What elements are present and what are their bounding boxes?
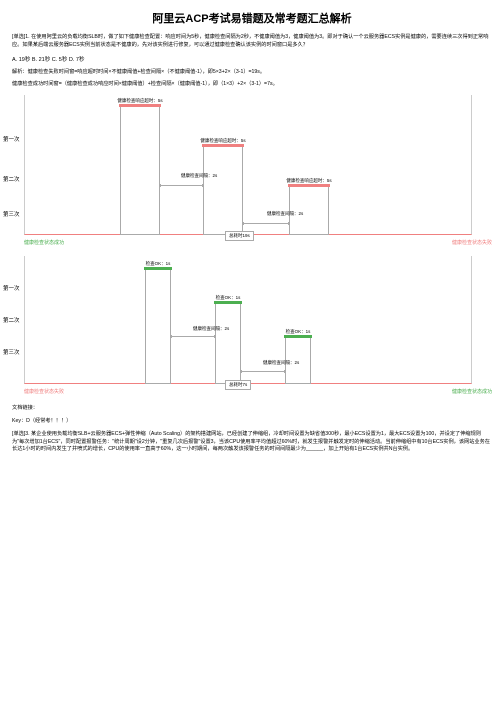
chart1-footer: 健康检查状态成功 健康检查状态失败	[24, 239, 492, 246]
bar-cap	[284, 335, 312, 338]
bar-cap	[144, 267, 172, 270]
chart2-right-label: 健康检查状态成功	[452, 388, 492, 395]
interval-line	[160, 185, 203, 186]
chart-failure-window: 第一次第二次第三次健康检查响应超时：5s健康检查响应超时：5s健康检查间隔：2s…	[24, 95, 472, 235]
question-1: [单选]1. 在使用阿里云的负载均衡SLB时，做了如下健康检查配置：响应时间为5…	[12, 34, 492, 50]
page-title: 阿里云ACP考试易错题及常考题汇总解析	[12, 10, 492, 26]
doc-link-label: 文档链接：	[12, 405, 492, 413]
bar: 健康检查响应超时：5s	[203, 145, 243, 235]
options-1: A. 19秒 B. 21秒 C. 5秒 D. 7秒	[12, 55, 492, 63]
interval-label: 健康检查间隔：2s	[193, 326, 229, 332]
bar-cap	[288, 184, 330, 187]
interval-label: 健康检查间隔：2s	[181, 173, 217, 179]
bar-top-label: 检查OK：1s	[216, 295, 241, 301]
row-label: 第二次	[3, 316, 20, 324]
interval-line	[171, 336, 215, 337]
bar-top-label: 检查OK：1s	[146, 261, 171, 267]
analysis-label: 解析：	[12, 69, 28, 75]
total-label: 总耗时19s	[225, 231, 254, 241]
bar-cap	[214, 301, 242, 304]
bar-top-label: 检查OK：1s	[286, 329, 311, 335]
question-2: [单选]3. 某企业使用负载均衡SLB+云服务器ECS+弹性伸缩（Auto Sc…	[12, 431, 492, 454]
row-label: 第二次	[3, 175, 20, 183]
chart1-right-label: 健康检查状态失败	[452, 239, 492, 246]
interval-line	[243, 223, 289, 224]
analysis-1-text: 健康检查失败时间窗=响应超时时间×不健康阈值+检查间隔×（不健康阈值-1），即5…	[28, 69, 266, 75]
analysis-1: 解析：健康检查失败时间窗=响应超时时间×不健康阈值+检查间隔×（不健康阈值-1）…	[12, 69, 492, 77]
bar-cap	[119, 104, 161, 107]
answer-key: Key：D（经常考！！！）	[12, 418, 492, 426]
interval-label: 健康检查间隔：2s	[267, 211, 303, 217]
chart2-footer: 健康检查状态失败 健康检查状态成功	[24, 388, 492, 395]
row-label: 第三次	[3, 348, 20, 356]
bar: 检查OK：1s	[145, 268, 171, 384]
bar-top-label: 健康检查响应超时：5s	[286, 178, 331, 184]
bar-top-label: 健康检查响应超时：5s	[117, 98, 162, 104]
analysis-2: 健康检查成功时间窗=（健康检查成功响应时间×健康阈值）+检查间隔×（健康阈值-1…	[12, 81, 492, 89]
chart-success-window: 第一次第二次第三次检查OK：1s检查OK：1s健康检查间隔：2s检查OK：1s健…	[24, 256, 472, 384]
interval-label: 健康检查间隔：2s	[263, 360, 299, 366]
total-label: 总耗时7s	[225, 380, 251, 390]
bar: 检查OK：1s	[215, 302, 241, 384]
row-label: 第一次	[3, 284, 20, 292]
row-label: 第一次	[3, 135, 20, 143]
bar: 健康检查响应超时：5s	[120, 105, 160, 235]
chart1-left-label: 健康检查状态成功	[24, 239, 64, 246]
bar-cap	[202, 144, 244, 147]
interval-line	[241, 371, 285, 372]
chart2-left-label: 健康检查状态失败	[24, 388, 64, 395]
row-label: 第三次	[3, 210, 20, 218]
bar-top-label: 健康检查响应超时：5s	[200, 138, 245, 144]
